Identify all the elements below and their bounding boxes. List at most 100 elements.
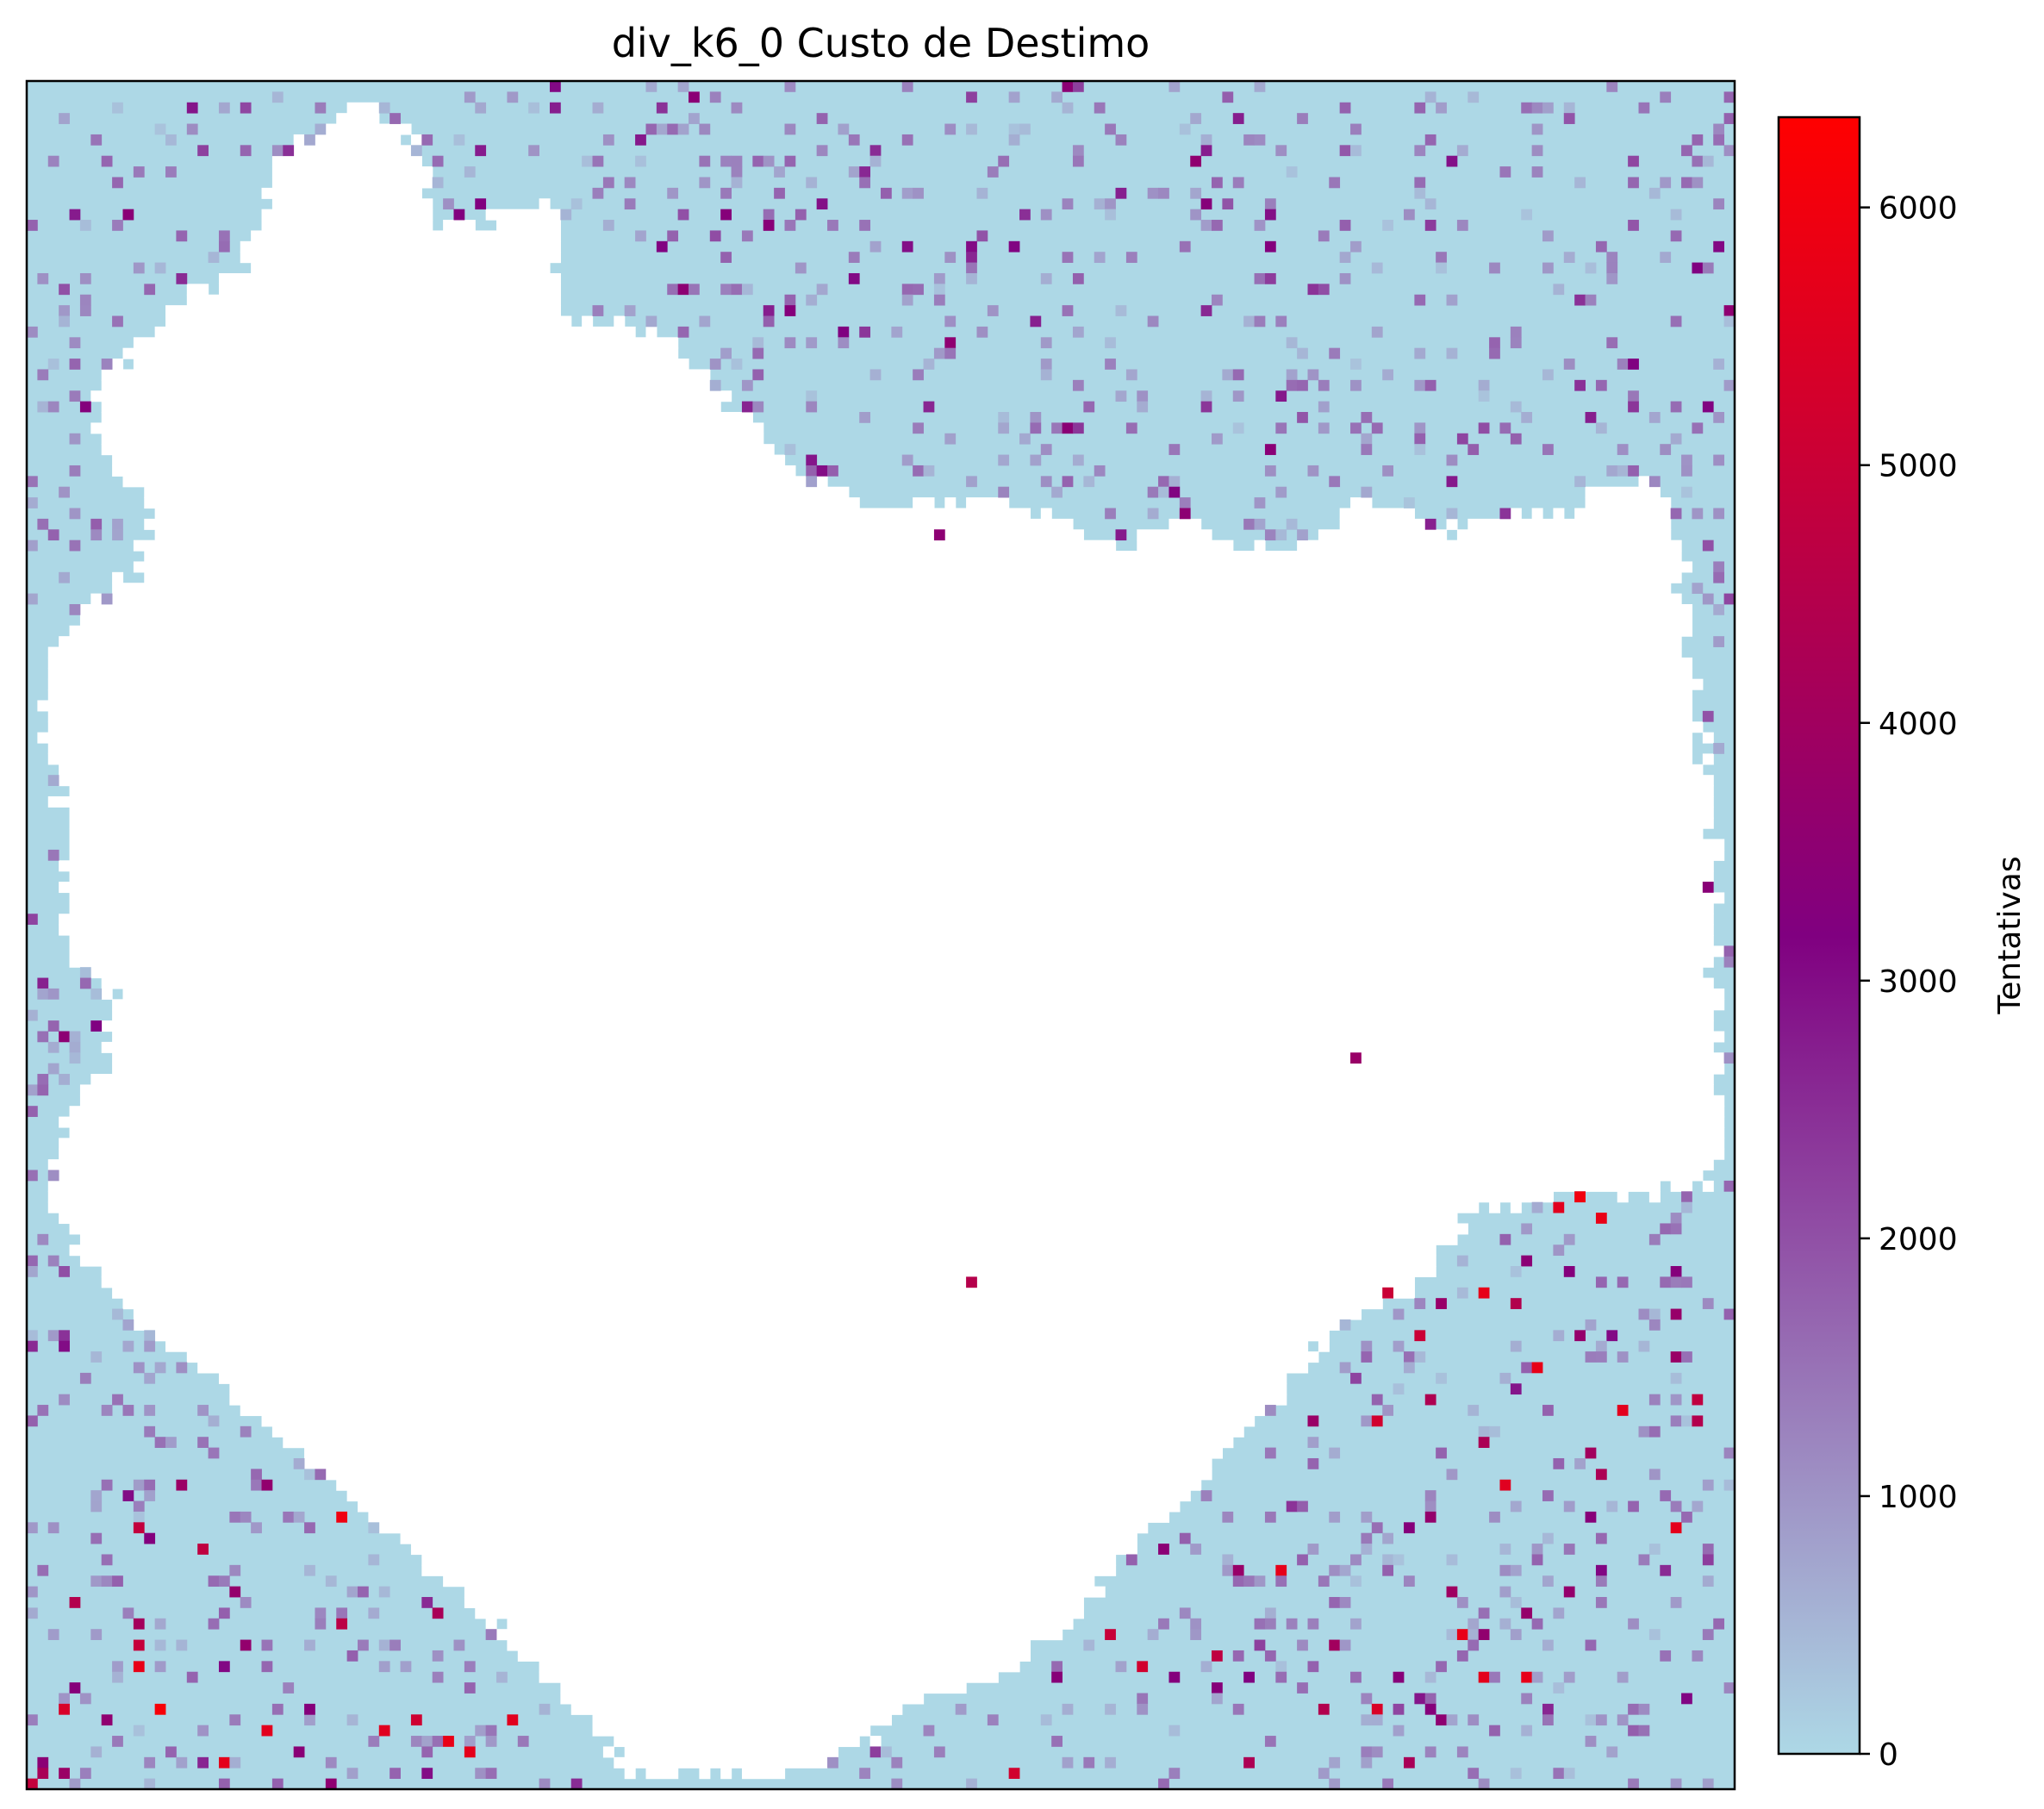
heatmap-cell [144, 1372, 156, 1384]
masked-region [1574, 508, 1672, 520]
heatmap-cell [1147, 315, 1159, 327]
heatmap-cell [1446, 1629, 1458, 1640]
masked-region [69, 828, 1704, 840]
masked-region [79, 1095, 1725, 1107]
heatmap-cell [69, 1682, 81, 1694]
heatmap-cell [421, 1768, 433, 1780]
heatmap-cell [1628, 465, 1639, 477]
heatmap-cell [37, 1031, 49, 1043]
heatmap-cell [731, 177, 743, 189]
heatmap-cell [1468, 1639, 1480, 1651]
heatmap-cell [1424, 1703, 1436, 1715]
heatmap-cell [69, 433, 81, 445]
heatmap-cell [944, 252, 957, 263]
heatmap-cell [1350, 145, 1362, 157]
heatmap-cell [1531, 1671, 1543, 1683]
heatmap-cell [1275, 529, 1287, 541]
heatmap-cell [90, 1575, 103, 1588]
heatmap-cell [1681, 145, 1692, 157]
heatmap-cell [1510, 326, 1522, 338]
heatmap-cell [1702, 593, 1714, 605]
heatmap-cell [592, 155, 604, 167]
heatmap-cell [1030, 422, 1042, 434]
heatmap-cell [1489, 347, 1500, 359]
heatmap-cell [1105, 1703, 1116, 1715]
heatmap-cell [1179, 497, 1191, 508]
heatmap-cell [1574, 177, 1586, 189]
heatmap-cell [1350, 1052, 1362, 1064]
masked-region [1137, 529, 1212, 541]
heatmap-cell [1617, 1671, 1629, 1683]
masked-region [47, 1180, 1661, 1192]
heatmap-cell [1190, 1618, 1202, 1630]
masked-region [741, 1768, 786, 1780]
heatmap-cell [101, 1405, 113, 1416]
heatmap-cell [1083, 401, 1095, 413]
heatmap-cell [1521, 1693, 1533, 1705]
heatmap-cell [368, 1607, 380, 1619]
heatmap-cell [59, 1340, 70, 1352]
heatmap-cell [592, 305, 604, 316]
heatmap-cell [218, 240, 230, 253]
heatmap-cell [1510, 1266, 1522, 1277]
heatmap-cell [1382, 1405, 1393, 1416]
heatmap-cell [645, 123, 657, 135]
heatmap-cell [1403, 1522, 1415, 1534]
heatmap-cell [720, 284, 732, 296]
heatmap-cell [1307, 465, 1319, 477]
heatmap-cell [1179, 123, 1191, 135]
heatmap-cell [1339, 102, 1351, 114]
heatmap-cell [1403, 1575, 1415, 1588]
heatmap-cell [1468, 1714, 1480, 1726]
heatmap-cell [881, 1746, 892, 1758]
heatmap-cell [1436, 1714, 1447, 1726]
heatmap-cell [1275, 390, 1287, 402]
heatmap-cell [731, 284, 743, 296]
heatmap-cell [966, 262, 977, 274]
heatmap-cell [1243, 1756, 1255, 1768]
heatmap-cell [154, 123, 166, 135]
heatmap-cell [1040, 209, 1052, 221]
heatmap-cell [1019, 433, 1031, 445]
heatmap-cell [1670, 433, 1682, 445]
heatmap-cell [752, 369, 764, 381]
heatmap-cell [1350, 422, 1362, 434]
heatmap-cell [1254, 1575, 1266, 1588]
heatmap-cell [1670, 1522, 1682, 1534]
heatmap-cell [1692, 134, 1704, 146]
heatmap-cell [1329, 1756, 1341, 1768]
heatmap-cell [410, 1736, 422, 1747]
heatmap-cell [656, 102, 668, 114]
heatmap-cell [1478, 1607, 1490, 1619]
masked-region [261, 187, 422, 199]
heatmap-cell [1424, 220, 1436, 231]
heatmap-cell [1468, 1618, 1480, 1630]
heatmap-cell [1105, 337, 1116, 349]
heatmap-cell [1350, 1554, 1362, 1566]
heatmap-cell [1051, 1736, 1063, 1747]
heatmap-cell [731, 166, 743, 178]
heatmap-cell [869, 145, 882, 157]
masked-region [614, 1736, 860, 1748]
heatmap-cell [1510, 1500, 1522, 1513]
colorbar-tick-label: 6000 [1879, 191, 1958, 227]
heatmap-cell [1179, 240, 1191, 253]
heatmap-cell [1083, 1639, 1095, 1651]
heatmap-cell [261, 1725, 273, 1737]
masked-region [101, 412, 753, 423]
masked-region [699, 1768, 711, 1780]
heatmap-cell [1264, 1650, 1276, 1662]
heatmap-cell [1297, 1500, 1308, 1513]
heatmap-cell [37, 1084, 49, 1096]
heatmap-cell [1190, 1544, 1202, 1555]
heatmap-cell [1670, 315, 1682, 327]
heatmap-cell [1115, 529, 1127, 541]
heatmap-cell [1414, 294, 1426, 306]
heatmap-cell [901, 240, 913, 253]
masked-region [90, 1074, 1714, 1086]
heatmap-cell [144, 1405, 156, 1416]
masked-region [47, 689, 1693, 702]
heatmap-cell [1692, 422, 1704, 434]
masked-region [112, 1287, 1415, 1299]
heatmap-cell [933, 529, 945, 541]
